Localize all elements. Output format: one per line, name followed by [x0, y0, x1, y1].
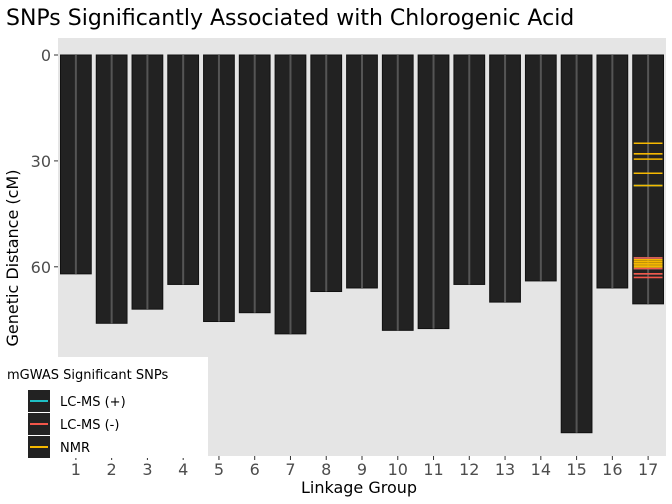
x-tick-label: 16 [602, 460, 622, 479]
legend-label: LC-MS (-) [60, 418, 119, 433]
x-tick-label: 12 [459, 460, 479, 479]
x-tick-label: 9 [357, 460, 367, 479]
x-tick-label: 10 [388, 460, 408, 479]
chart-title: SNPs Significantly Associated with Chlor… [6, 6, 574, 31]
x-tick-label: 7 [285, 460, 295, 479]
x-axis: 1 2 3 4 5 6 7 8 9 10 11 12 13 14 15 16 17 [71, 456, 658, 479]
y-tick-label: 0 [41, 46, 51, 65]
x-tick-label: 15 [566, 460, 586, 479]
y-axis-title: Genetic Distance (cM) [3, 170, 22, 347]
y-axis: 0 30 60 [31, 46, 58, 277]
x-tick-label: 3 [142, 460, 152, 479]
x-tick-label: 1 [71, 460, 81, 479]
y-tick-label: 30 [31, 152, 51, 171]
x-tick-label: 8 [321, 460, 331, 479]
x-axis-title: Linkage Group [301, 478, 417, 497]
legend-title: mGWAS Significant SNPs [7, 368, 168, 383]
x-tick-label: 4 [178, 460, 188, 479]
x-tick-label: 6 [250, 460, 260, 479]
x-tick-label: 11 [423, 460, 443, 479]
legend: mGWAS Significant SNPs LC-MS (+) LC-MS (-… [0, 357, 208, 458]
x-tick-label: 2 [107, 460, 117, 479]
snp-marker-layer [633, 142, 663, 279]
x-tick-label: 14 [531, 460, 551, 479]
y-tick-label: 60 [31, 258, 51, 277]
bar-layer [60, 54, 664, 434]
x-tick-label: 17 [638, 460, 658, 479]
legend-label: LC-MS (+) [60, 395, 126, 410]
x-tick-label: 13 [495, 460, 515, 479]
legend-label: NMR [60, 441, 90, 456]
x-tick-label: 5 [214, 460, 224, 479]
